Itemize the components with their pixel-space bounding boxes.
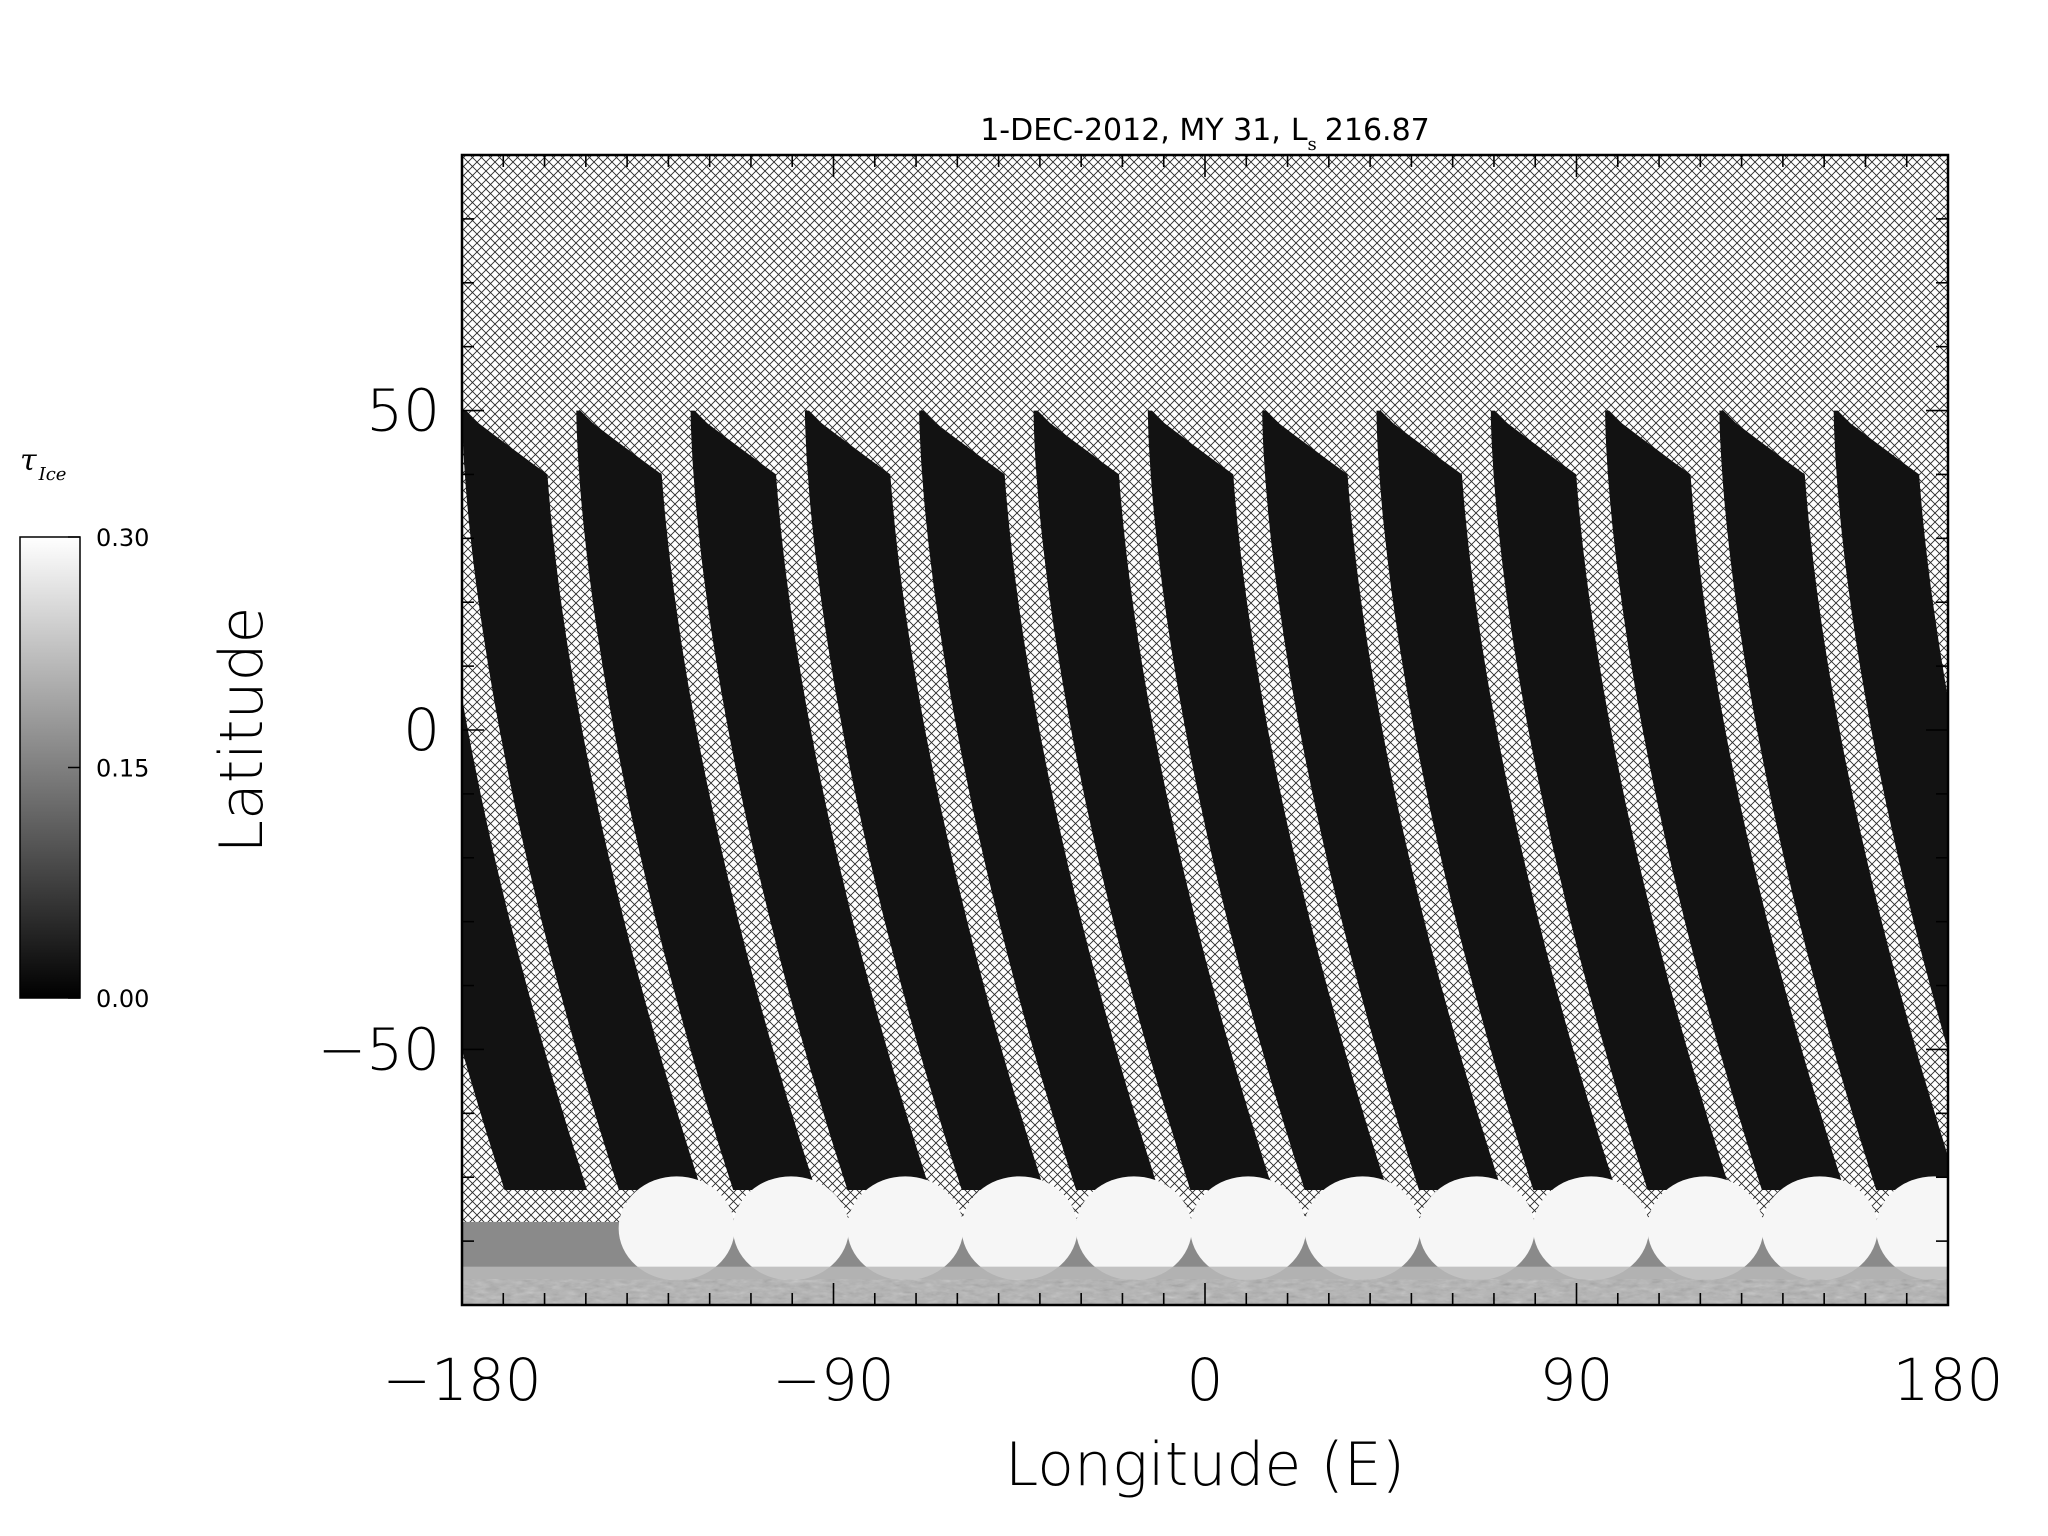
y-tick-label: −50 — [318, 1015, 440, 1083]
y-tick-label: 50 — [366, 377, 440, 445]
swath — [1948, 411, 2048, 1190]
swath — [462, 410, 702, 1191]
cloud-blob — [1990, 1176, 2048, 1280]
swath — [804, 410, 1045, 1191]
swath — [576, 410, 816, 1191]
colorbar-tick-label: 0.00 — [96, 985, 149, 1013]
colorbar: τ Ice 0.30 0.15 0.00 — [19, 443, 149, 1013]
x-tick-label: 180 — [1893, 1346, 2004, 1414]
swath — [1719, 410, 1948, 1190]
swath — [1605, 410, 1845, 1191]
colorbar-ticks: 0.30 0.15 0.00 — [68, 524, 149, 1013]
cloud-blob — [847, 1176, 964, 1281]
x-axis-label: Longitude (E) — [1005, 1430, 1405, 1500]
swath — [1833, 410, 1948, 1051]
swath — [1490, 410, 1731, 1191]
swath — [919, 410, 1159, 1191]
colorbar-label: τ Ice — [20, 443, 66, 485]
cloud-blob — [618, 1176, 735, 1281]
y-axis-label: Latitude — [207, 607, 277, 854]
cloud-blob — [1304, 1176, 1421, 1281]
axis-ticks — [461, 154, 1949, 1306]
x-tick-label: 90 — [1540, 1346, 1614, 1414]
x-tick-labels: −180 −90 0 90 180 — [382, 1346, 2003, 1414]
swath — [1262, 410, 1502, 1191]
cloud-blob — [961, 1176, 1078, 1281]
y-tick-labels: 50 0 −50 — [318, 377, 440, 1084]
cloud-blob — [1190, 1176, 1307, 1281]
colorbar-gradient — [19, 536, 81, 999]
cloud-blob — [1075, 1176, 1192, 1281]
x-tick-label: −90 — [772, 1346, 894, 1414]
cloud-blob — [1533, 1176, 1650, 1281]
cloud-blob — [1418, 1176, 1535, 1281]
swath — [1033, 410, 1273, 1191]
colorbar-tick-label: 0.30 — [96, 524, 149, 552]
map-plot — [462, 155, 2048, 1305]
swath — [1376, 410, 1616, 1191]
swath — [462, 697, 588, 1190]
cloud-blob — [1876, 1176, 1948, 1281]
chart-title: 1-DEC-2012, MY 31, Ls 216.87 — [980, 113, 1430, 155]
swath — [690, 410, 930, 1191]
colorbar-tick-label: 0.15 — [96, 755, 149, 783]
polar-cap-clouds — [462, 1176, 2048, 1305]
y-tick-label: 0 — [403, 696, 440, 764]
cloud-blob — [1761, 1176, 1878, 1281]
cloud-blob — [1647, 1176, 1764, 1281]
title-date: 1-DEC-2012, MY 31, — [980, 113, 1281, 148]
swath — [1147, 410, 1388, 1191]
x-tick-label: 0 — [1187, 1346, 1224, 1414]
x-tick-label: −180 — [382, 1346, 541, 1414]
cloud-blob — [732, 1176, 849, 1281]
observation-swaths — [462, 410, 2048, 1191]
